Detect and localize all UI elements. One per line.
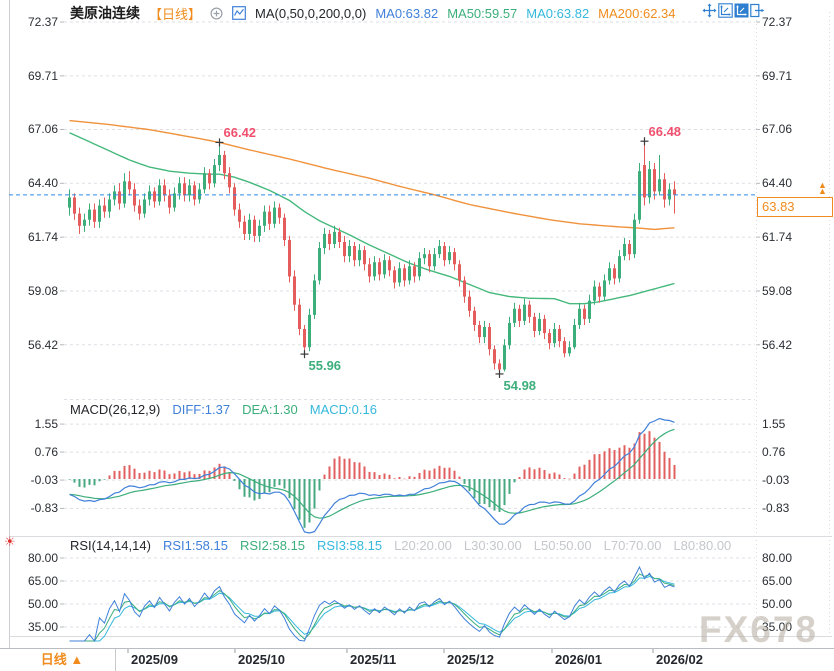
zoom-axis-icon[interactable] xyxy=(718,3,733,18)
ma-settings-label: MA(0,50,0,200,0,0) xyxy=(255,5,367,21)
rsi-l80-value: L80:80.00 xyxy=(673,538,732,553)
y-axis-label: 56.42 xyxy=(762,337,793,352)
x-axis-bar xyxy=(0,648,834,671)
main-chart-header: 美原油连续 【日线】 MA(0,50,0,200,0,0) MA0:63.82 … xyxy=(70,3,676,23)
x-axis-month-label: 2025/12 xyxy=(447,652,494,667)
y-axis-label: 1.55 xyxy=(34,417,58,432)
rsi2-value: RSI2:58.15 xyxy=(239,538,306,553)
y-axis-label: 72.37 xyxy=(762,15,793,29)
macd-dea-value: DEA:1.30 xyxy=(242,402,298,417)
y-axis-label: -0.83 xyxy=(762,501,790,516)
timeframe-button-label: 日线 xyxy=(40,652,67,667)
x-axis-month-label: 2026/02 xyxy=(656,652,703,667)
rsi-l70-value: L70:70.00 xyxy=(603,538,662,553)
y-axis-label: 35.00 xyxy=(27,619,58,634)
rsi-label: RSI(14,14,14) xyxy=(70,538,151,553)
macd-diff-value: DIFF:1.37 xyxy=(172,402,231,417)
y-axis-label: 67.06 xyxy=(27,122,58,137)
y-axis-label: 0.76 xyxy=(34,445,58,460)
rsi-l50-value: L50:50.00 xyxy=(533,538,592,553)
rsi-l30-value: L30:30.00 xyxy=(463,538,522,553)
y-axis-label: -0.03 xyxy=(30,473,58,488)
symbol-title: 美原油连续 xyxy=(70,5,140,21)
pan-icon[interactable] xyxy=(702,3,717,18)
rsi-header: RSI(14,14,14) RSI1:58.15 RSI2:58.15 RSI3… xyxy=(70,538,731,553)
x-axis-month-label: 2025/10 xyxy=(238,652,285,667)
y-axis-label: -0.83 xyxy=(30,501,58,516)
rsi-l20-value: L20:20.00 xyxy=(394,538,452,553)
y-axis-label: 80.00 xyxy=(762,551,793,565)
y-axis-label: 59.08 xyxy=(762,283,793,298)
y-axis-label: -0.03 xyxy=(762,473,790,488)
y-axis-label: 50.00 xyxy=(27,597,58,611)
zoom-axis-active-icon[interactable] xyxy=(734,3,749,18)
x-axis-month-label: 2025/09 xyxy=(131,652,178,667)
watermark: FX678 xyxy=(699,609,819,650)
rsi1-value: RSI1:58.15 xyxy=(162,538,228,553)
y-axis-label: 65.00 xyxy=(27,574,58,588)
x-axis-month-label: 2025/11 xyxy=(350,652,397,667)
ma50-value: MA50:59.57 xyxy=(447,5,518,21)
swing-low-label: 54.98 xyxy=(503,377,537,393)
y-axis-label: 50.00 xyxy=(762,597,793,611)
ma0b-value: MA0:63.82 xyxy=(526,5,590,21)
y-axis-label: 61.74 xyxy=(27,230,58,245)
y-axis-label: 35.00 xyxy=(762,619,793,634)
price-up-arrows-icon: ▲ ▲ xyxy=(818,179,827,196)
timeframe-arrow-icon: ▲ xyxy=(70,652,84,667)
timeframe-button[interactable]: 日线 ▲ xyxy=(9,649,116,671)
y-axis-label: 80.00 xyxy=(27,551,58,565)
ma200-value: MA200:62.34 xyxy=(598,5,676,21)
collapse-right-icon[interactable] xyxy=(750,3,765,18)
y-axis-label: 1.55 xyxy=(762,417,786,432)
y-axis-label: 56.42 xyxy=(27,337,58,352)
swing-low-label: 55.96 xyxy=(308,358,342,374)
y-axis-label: 61.74 xyxy=(762,230,793,245)
current-price-tag: 63.83 xyxy=(757,196,833,217)
chart-toolbar xyxy=(702,3,765,18)
macd-label: MACD(26,12,9) xyxy=(70,402,161,417)
y-axis-label: 0.76 xyxy=(762,445,786,460)
chart-style-icon[interactable] xyxy=(232,6,246,20)
y-axis-label: 64.40 xyxy=(27,176,58,191)
x-axis-month-label: 2026/01 xyxy=(555,652,602,667)
timeframe-tag[interactable]: 【日线】 xyxy=(149,6,202,22)
add-indicator-icon[interactable] xyxy=(210,6,223,20)
macd-header: MACD(26,12,9) DIFF:1.37 DEA:1.30 MACD:0.… xyxy=(70,402,377,417)
y-axis-label: 69.71 xyxy=(27,68,58,83)
rsi-settings-icon[interactable]: ☀ xyxy=(4,534,16,549)
macd-macd-value: MACD:0.16 xyxy=(309,402,377,417)
swing-high-label: 66.48 xyxy=(648,124,682,140)
y-axis-label: 72.37 xyxy=(27,15,58,29)
y-axis-label: 69.71 xyxy=(762,68,793,83)
y-axis-label: 67.06 xyxy=(762,122,793,137)
rsi3-value: RSI3:58.15 xyxy=(317,538,383,553)
y-axis-label: 65.00 xyxy=(762,574,793,588)
swing-high-label: 66.42 xyxy=(223,125,257,141)
ma0-value: MA0:63.82 xyxy=(375,5,439,21)
y-axis-label: 64.40 xyxy=(762,176,793,191)
y-axis-label: 59.08 xyxy=(27,283,58,298)
